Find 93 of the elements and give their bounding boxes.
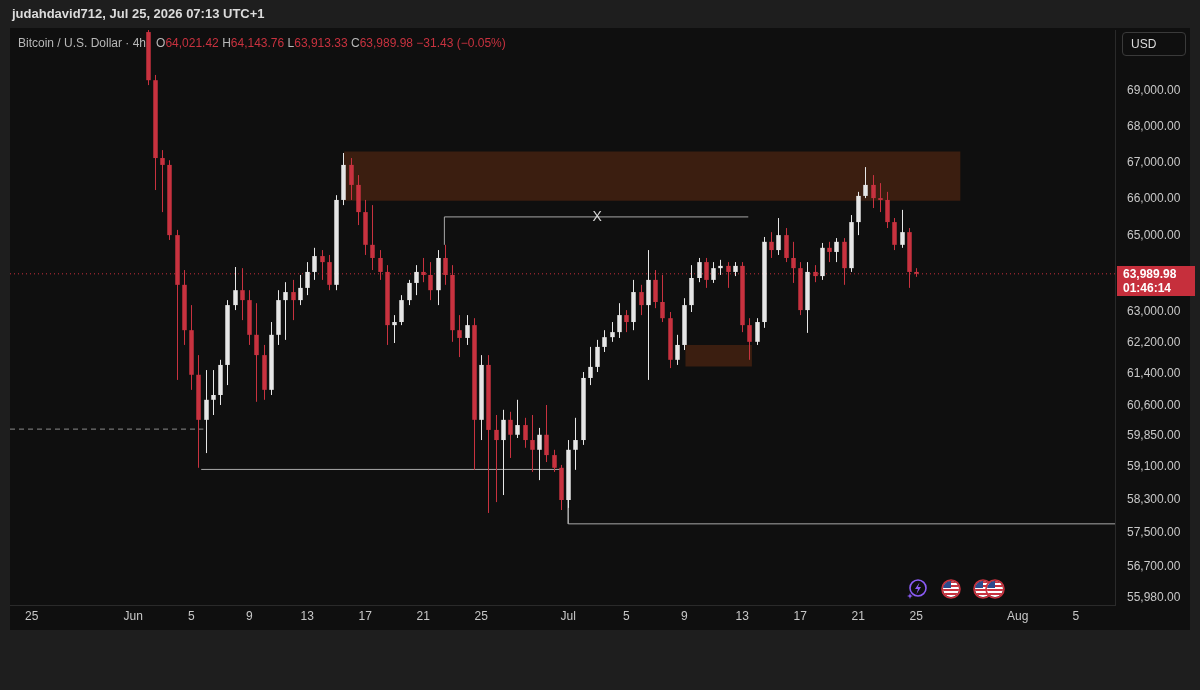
candlestick: [834, 237, 839, 263]
x-tick-label: Jun: [123, 608, 143, 623]
candlestick: [298, 274, 303, 306]
x-tick-label: 5: [1072, 608, 1080, 623]
candlestick: [204, 369, 209, 454]
candlestick: [160, 149, 165, 213]
y-axis-title: USD: [1122, 32, 1186, 56]
x-tick-label: 17: [358, 608, 373, 623]
candlestick: [501, 409, 506, 496]
candlestick: [530, 414, 535, 473]
candlestick: [240, 267, 245, 321]
candlestick: [711, 261, 716, 284]
candlestick: [399, 294, 404, 326]
x-tick-label: 13: [735, 608, 750, 623]
candlestick: [544, 404, 549, 463]
candlestick: [624, 309, 629, 333]
candlestick: [588, 346, 593, 386]
y-tick-label: 62,200.00: [1127, 334, 1181, 349]
x-tick-label: 25: [474, 608, 489, 623]
y-tick-label: 58,300.00: [1127, 491, 1181, 506]
ref-line-label: 63,989.98: [1123, 266, 1177, 281]
y-tick-label: 67,000.00: [1127, 154, 1181, 169]
y-tick-label: 60,600.00: [1127, 398, 1181, 413]
candlestick: [523, 417, 528, 449]
candlestick: [769, 231, 774, 259]
x-tick-label: 9: [245, 608, 253, 623]
y-tick-label: 66,000.00: [1127, 191, 1181, 206]
candlestick: [211, 369, 216, 416]
candlestick: [675, 334, 680, 366]
x-tick-label: 21: [851, 608, 866, 623]
candlestick: [871, 174, 876, 209]
text: O64,021.42 H64,143.76 L63,913.33 C63,989.98 −31.43 (−0.05%): [156, 36, 506, 50]
candlestick: [639, 284, 644, 316]
x-tick-label: 25: [909, 608, 924, 623]
y-tick-label: 69,000.00: [1127, 83, 1181, 98]
y-tick-label: 57,500.00: [1127, 525, 1181, 540]
candlestick: [827, 241, 832, 263]
candlestick: [595, 339, 600, 373]
x-tick-label: 25: [25, 608, 39, 623]
candlestick: [892, 217, 897, 251]
candlestick: [494, 414, 499, 503]
candlestick: [885, 191, 890, 229]
y-tick-label: 68,000.00: [1127, 118, 1181, 133]
candlestick: [900, 209, 905, 249]
text: 01:46:14: [1123, 280, 1172, 295]
text: Bitcoin / U.S. Dollar · 4h: [18, 36, 147, 50]
candlestick: [617, 302, 622, 339]
candlestick: [305, 261, 310, 296]
text: judahdavid712, Jul 25, 2026 07:13 UTC+1: [12, 6, 265, 21]
candlestick: [291, 279, 296, 321]
y-tick-label: 56,700.00: [1127, 559, 1181, 574]
x-tick-label: 21: [416, 608, 431, 623]
y-tick-label: 65,000.00: [1127, 228, 1181, 243]
candlestick: [697, 257, 702, 283]
y-tick-label: 59,100.00: [1127, 458, 1181, 473]
candlestick: [610, 321, 615, 343]
x-tick-label: 9: [680, 608, 688, 623]
candlestick: [457, 314, 462, 358]
candlestick: [349, 157, 354, 201]
candlestick: [755, 317, 760, 346]
x-tick-label: 13: [300, 608, 315, 623]
x-tick-label: Aug: [1007, 608, 1029, 623]
candlestick: [465, 314, 470, 346]
candlestick: [428, 261, 433, 301]
candlestick: [283, 281, 288, 341]
x-tick-label: Jul: [560, 608, 576, 623]
candlestick: [747, 317, 752, 361]
candlestick: [515, 399, 520, 439]
candlestick: [552, 449, 557, 473]
y-tick-label: 59,850.00: [1127, 428, 1181, 443]
annotation: X: [592, 207, 603, 224]
y-tick-label: 61,400.00: [1127, 366, 1181, 381]
x-tick-label: 17: [793, 608, 808, 623]
y-tick-label: 63,000.00: [1127, 303, 1181, 318]
candlestick: [776, 217, 781, 256]
candlestick: [370, 204, 375, 271]
y-tick-label: 55,980.00: [1127, 590, 1181, 605]
candlestick: [573, 417, 578, 471]
candlestick: [320, 249, 325, 281]
candlestick: [878, 182, 883, 213]
candlestick: [414, 264, 419, 296]
candlestick: [508, 411, 513, 459]
candlestick: [392, 314, 397, 344]
x-tick-label: 5: [622, 608, 630, 623]
candlestick: [784, 227, 789, 263]
candlestick: [407, 279, 412, 306]
candlestick: [312, 247, 317, 281]
x-tick-label: 5: [187, 608, 195, 623]
candlestick: [863, 166, 868, 199]
candlestick: [254, 302, 259, 403]
candlestick: [233, 266, 238, 311]
candlestick: [537, 427, 542, 481]
candlestick: [602, 329, 607, 353]
